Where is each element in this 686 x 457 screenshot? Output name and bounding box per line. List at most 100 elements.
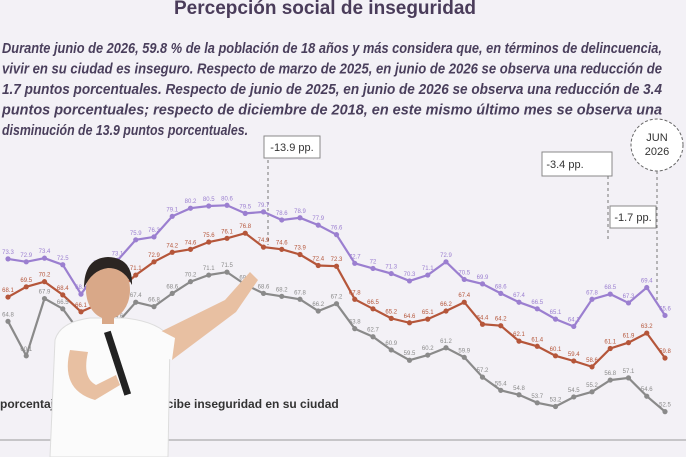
data-label: 73.3 bbox=[2, 250, 14, 256]
data-label: 78.6 bbox=[276, 211, 288, 217]
point bbox=[260, 290, 267, 297]
point bbox=[534, 400, 540, 406]
data-label: 58.6 bbox=[586, 358, 598, 364]
point bbox=[206, 203, 212, 209]
data-label: 60.1 bbox=[550, 347, 562, 353]
point bbox=[589, 389, 595, 395]
point bbox=[443, 259, 449, 265]
point bbox=[151, 304, 157, 310]
point bbox=[516, 392, 522, 398]
point bbox=[23, 284, 29, 290]
point bbox=[406, 320, 413, 326]
point bbox=[370, 334, 376, 340]
data-label: 72.9 bbox=[440, 253, 452, 259]
data-label: 67.4 bbox=[513, 293, 525, 299]
point bbox=[169, 290, 175, 297]
data-label: 66.1 bbox=[75, 303, 87, 309]
head bbox=[86, 261, 130, 319]
person bbox=[49, 257, 258, 457]
data-label: 68.6 bbox=[258, 284, 270, 290]
point bbox=[352, 326, 358, 332]
data-label: 59.5 bbox=[404, 351, 416, 357]
point bbox=[589, 364, 595, 370]
paragraph: Durante junio de 2026, 59.8 % de la pobl… bbox=[1, 41, 662, 139]
data-label: 68.2 bbox=[276, 287, 288, 293]
annotation-box bbox=[541, 151, 613, 177]
point bbox=[60, 262, 66, 268]
data-label: 59.9 bbox=[458, 348, 470, 354]
data-label: 68.5 bbox=[604, 285, 616, 291]
data-label: 53.2 bbox=[550, 398, 562, 404]
point bbox=[133, 237, 139, 243]
point bbox=[516, 338, 522, 344]
point bbox=[60, 292, 66, 298]
data-label: 71.5 bbox=[221, 263, 233, 269]
point bbox=[443, 308, 449, 314]
point bbox=[370, 265, 376, 272]
point bbox=[662, 409, 668, 415]
data-label: 67.2 bbox=[331, 295, 343, 301]
data-label: 55.4 bbox=[495, 381, 507, 387]
paragraph-line: puntos porcentuales; respecto de diciemb… bbox=[1, 103, 662, 119]
point bbox=[644, 393, 650, 399]
data-label: 53.7 bbox=[531, 394, 543, 400]
point bbox=[151, 259, 157, 265]
data-label: 67.8 bbox=[294, 290, 306, 296]
data-label: 60.1 bbox=[20, 347, 32, 353]
forearm bbox=[67, 350, 120, 400]
data-label: 71.1 bbox=[422, 266, 434, 272]
point bbox=[242, 210, 248, 216]
point bbox=[5, 294, 11, 300]
title: Percepción social de inseguridad bbox=[174, 0, 476, 19]
data-label: 64.6 bbox=[112, 314, 124, 320]
point bbox=[644, 284, 650, 291]
point bbox=[260, 209, 267, 215]
data-label: 63.2 bbox=[641, 324, 653, 330]
point bbox=[297, 296, 303, 302]
point bbox=[78, 291, 84, 297]
point bbox=[5, 318, 11, 324]
point bbox=[315, 262, 321, 269]
data-label: 68.4 bbox=[57, 286, 69, 292]
point bbox=[206, 272, 212, 278]
data-label: 63.8 bbox=[349, 320, 361, 326]
data-label: 70.3 bbox=[404, 272, 416, 278]
point bbox=[388, 347, 394, 353]
point bbox=[370, 306, 376, 312]
point bbox=[662, 312, 668, 319]
data-label: 74.2 bbox=[166, 243, 178, 249]
data-label: 69.5 bbox=[20, 278, 32, 284]
data-label: 71.3 bbox=[385, 265, 397, 271]
data-label: 67.8 bbox=[586, 290, 598, 296]
caption: percibe inseguridad en su ciudad bbox=[148, 397, 339, 411]
data-label: 54.8 bbox=[513, 386, 525, 392]
point bbox=[516, 299, 522, 305]
data-label: 73.1 bbox=[112, 251, 124, 257]
data-label: 65.6 bbox=[659, 306, 671, 312]
annotation-box bbox=[263, 135, 321, 159]
hair bbox=[84, 257, 133, 288]
data-label: 66.5 bbox=[367, 300, 379, 306]
data-label: 67.9 bbox=[39, 290, 51, 296]
paragraph-line: disminución de 13.9 puntos porcentuales. bbox=[2, 123, 248, 139]
point bbox=[41, 255, 48, 261]
data-label: 62.7 bbox=[367, 328, 379, 334]
point bbox=[388, 315, 394, 321]
point bbox=[169, 249, 175, 255]
point bbox=[443, 345, 449, 351]
data-label: 61.1 bbox=[604, 339, 616, 345]
data-label: 72.9 bbox=[20, 253, 32, 259]
point bbox=[41, 295, 48, 302]
data-label: 64.8 bbox=[2, 312, 14, 318]
data-label: 67.8 bbox=[349, 290, 361, 296]
data-label: 64.6 bbox=[404, 314, 416, 320]
point bbox=[23, 259, 29, 265]
point bbox=[151, 234, 157, 240]
date-month: JUN bbox=[646, 132, 667, 144]
data-label: 71.1 bbox=[203, 266, 215, 272]
point bbox=[133, 299, 139, 305]
data-label: 56.8 bbox=[604, 371, 616, 377]
point bbox=[206, 239, 212, 245]
data-label: 72 bbox=[370, 259, 377, 265]
